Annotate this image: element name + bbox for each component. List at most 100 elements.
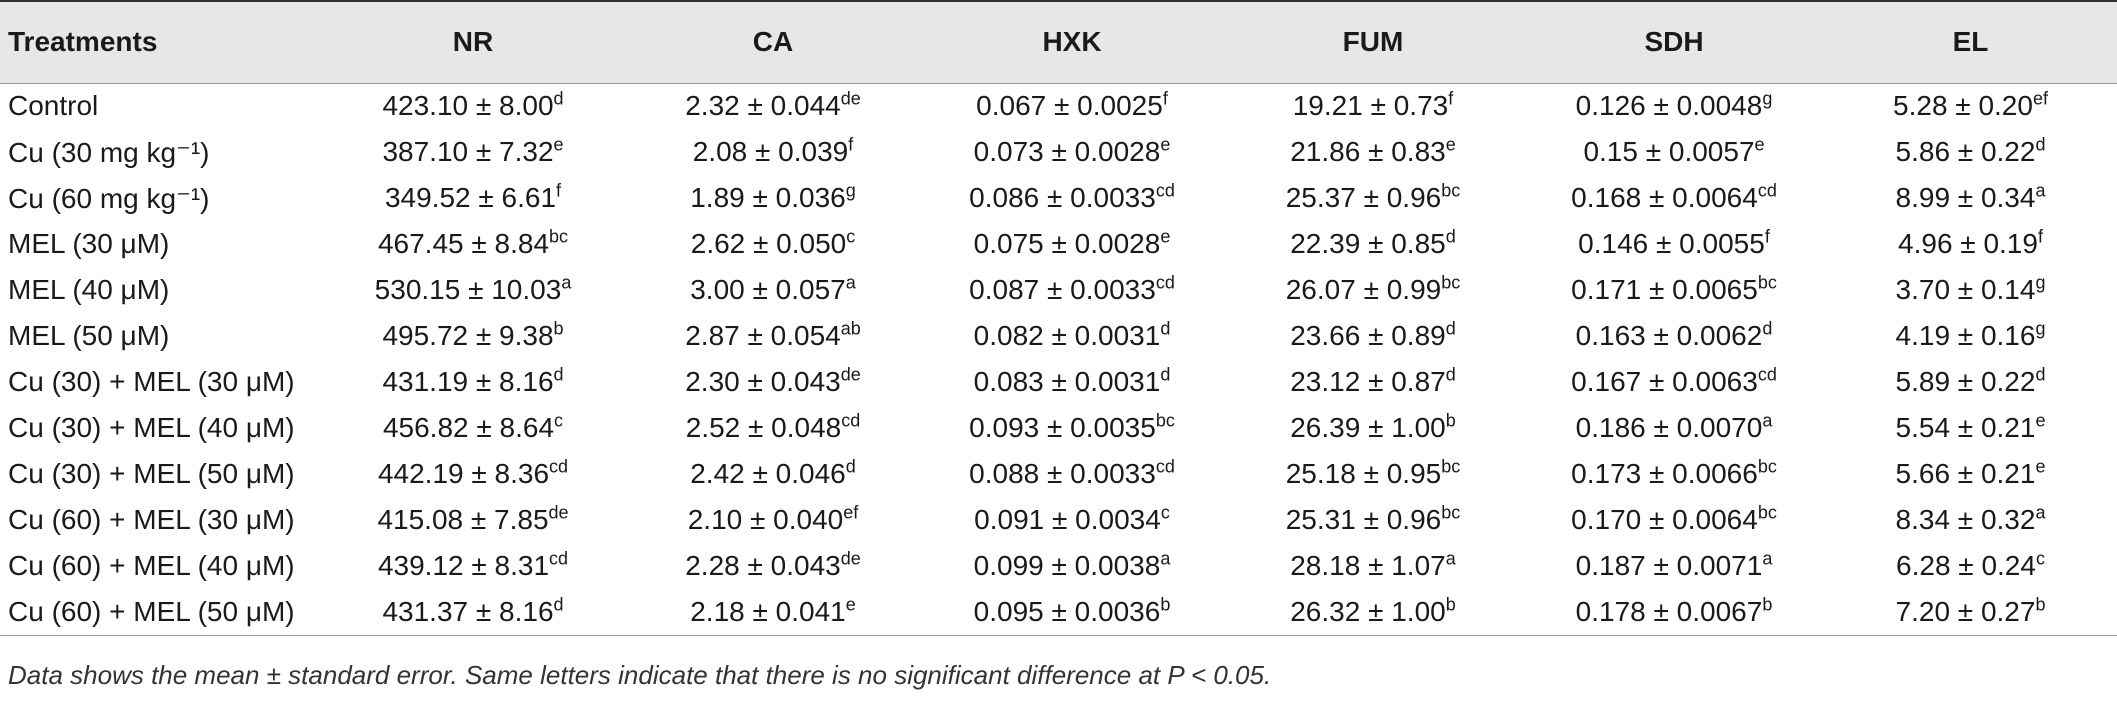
cell-value: 0.095 ± 0.0036: [973, 595, 1161, 627]
cell-value: 5.54 ± 0.21: [1895, 412, 2036, 443]
table-cell: 415.08 ± 7.85de: [322, 497, 624, 543]
table-cell: 0.168 ± 0.0064cd: [1524, 175, 1824, 221]
significance-letter: f: [1448, 88, 1454, 109]
significance-letter: cd: [1155, 180, 1175, 201]
significance-letter: cd: [1757, 180, 1777, 201]
cell-value: 0.099 ± 0.0038: [973, 550, 1161, 581]
significance-letter: a: [1762, 410, 1773, 431]
significance-letter: bc: [1441, 502, 1461, 523]
cell-value: 0.167 ± 0.0063: [1571, 366, 1758, 397]
significance-letter: a: [1762, 548, 1773, 569]
cell-value: 2.28 ± 0.043: [685, 550, 841, 581]
table-cell: 0.173 ± 0.0066bc: [1524, 451, 1824, 497]
table-cell: 349.52 ± 6.61f: [322, 175, 624, 221]
cell-value: 7.20 ± 0.27: [1895, 595, 2036, 627]
significance-letter: g: [1762, 88, 1773, 109]
significance-letter: b: [1445, 410, 1456, 431]
significance-letter: cd: [549, 548, 569, 569]
table-cell: 25.31 ± 0.96bc: [1222, 497, 1524, 543]
significance-letter: c: [554, 410, 564, 431]
table-cell: 2.62 ± 0.050c: [624, 221, 922, 267]
table-cell: 25.37 ± 0.96bc: [1222, 175, 1524, 221]
significance-letter: d: [845, 456, 856, 477]
cell-value: 5.89 ± 0.22: [1895, 366, 2036, 397]
cell-value: 5.86 ± 0.22: [1895, 136, 2036, 167]
cell-value: 21.86 ± 0.83: [1290, 136, 1446, 167]
table-cell: 0.067 ± 0.0025f: [922, 83, 1222, 129]
cell-value: 0.163 ± 0.0062: [1575, 320, 1763, 351]
data-table: Treatments NR CA HXK FUM SDH EL Control 4…: [0, 0, 2117, 636]
table-cell: 0.086 ± 0.0033cd: [922, 175, 1222, 221]
significance-letter: a: [1160, 548, 1171, 569]
table-cell: 23.66 ± 0.89d: [1222, 313, 1524, 359]
significance-letter: d: [2035, 134, 2046, 155]
significance-letter: cd: [841, 410, 861, 431]
significance-letter: c: [1160, 502, 1170, 523]
header-treatments: Treatments: [0, 0, 322, 84]
significance-letter: a: [1445, 548, 1456, 569]
table-cell: 1.89 ± 0.036g: [624, 175, 922, 221]
cell-value: 0.170 ± 0.0064: [1571, 504, 1758, 535]
table-row: Cu (30 mg kg⁻¹) 387.10 ± 7.32e 2.08 ± 0.03…: [0, 129, 2117, 175]
significance-letter: e: [1445, 134, 1456, 155]
cell-value: 0.093 ± 0.0035: [969, 412, 1156, 443]
cell-value: 19.21 ± 0.73: [1292, 90, 1449, 122]
significance-letter: d: [553, 88, 564, 109]
cell-value: 25.18 ± 0.95: [1285, 458, 1442, 489]
table-row: Cu (30) + MEL (50 μM) 442.19 ± 8.36cd 2.42…: [0, 451, 2117, 497]
cell-value: 23.12 ± 0.87: [1290, 366, 1446, 397]
significance-letter: a: [561, 272, 572, 293]
table-row: Cu (60) + MEL (50 μM) 431.37 ± 8.16d 2.18 …: [0, 589, 2117, 636]
table-cell: 387.10 ± 7.32e: [322, 129, 624, 175]
significance-letter: a: [2035, 502, 2046, 523]
cell-value: 25.31 ± 0.96: [1285, 504, 1442, 535]
cell-value: 5.28 ± 0.20: [1893, 90, 2033, 122]
significance-letter: a: [2035, 180, 2046, 201]
significance-letter: d: [553, 364, 564, 385]
significance-letter: a: [845, 272, 856, 293]
table-cell: 2.32 ± 0.044de: [624, 83, 922, 129]
table-cell: 7.20 ± 0.27b: [1824, 589, 2117, 636]
table-row: MEL (30 μM) 467.45 ± 8.84bc 2.62 ± 0.050c 0…: [0, 221, 2117, 267]
cell-value: 2.30 ± 0.043: [685, 366, 841, 397]
cell-value: 0.083 ± 0.0031: [973, 366, 1161, 397]
table-cell: 4.96 ± 0.19f: [1824, 221, 2117, 267]
significance-letter: d: [1445, 364, 1456, 385]
cell-value: 2.52 ± 0.048: [685, 412, 842, 443]
significance-letter: e: [1754, 134, 1765, 155]
table-cell: 2.08 ± 0.039f: [624, 129, 922, 175]
table-cell: 2.18 ± 0.041e: [624, 589, 922, 636]
table-cell: 25.18 ± 0.95bc: [1222, 451, 1524, 497]
significance-letter: e: [553, 134, 564, 155]
table-cell: 495.72 ± 9.38b: [322, 313, 624, 359]
significance-letter: f: [2037, 226, 2043, 247]
table-row: Cu (60 mg kg⁻¹) 349.52 ± 6.61f 1.89 ± 0.03…: [0, 175, 2117, 221]
cell-value: 0.168 ± 0.0064: [1571, 182, 1758, 213]
cell-value: 0.187 ± 0.0071: [1575, 550, 1763, 581]
cell-value: 8.34 ± 0.32: [1895, 504, 2036, 535]
significance-letter: bc: [1155, 410, 1175, 431]
table-cell: 0.082 ± 0.0031d: [922, 313, 1222, 359]
table-cell: 26.39 ± 1.00b: [1222, 405, 1524, 451]
table-cell: 3.00 ± 0.057a: [624, 267, 922, 313]
table-cell: 2.30 ± 0.043de: [624, 359, 922, 405]
cell-value: 2.32 ± 0.044: [685, 90, 841, 122]
table-footnote: Data shows the mean ± standard error. Sa…: [8, 660, 1272, 690]
header-row: Treatments NR CA HXK FUM SDH EL: [0, 0, 2117, 84]
cell-value: 0.171 ± 0.0065: [1571, 274, 1758, 305]
table-cell: 0.171 ± 0.0065bc: [1524, 267, 1824, 313]
table-cell: 26.32 ± 1.00b: [1222, 589, 1524, 636]
table-cell: 0.170 ± 0.0064bc: [1524, 497, 1824, 543]
table-cell: 0.186 ± 0.0070a: [1524, 405, 1824, 451]
significance-letter: b: [1445, 594, 1456, 615]
row-label: Control: [8, 90, 99, 122]
cell-value: 0.082 ± 0.0031: [973, 320, 1161, 351]
row-label: Cu (30) + MEL (50 μM): [8, 458, 295, 489]
significance-letter: f: [1162, 88, 1168, 109]
cell-value: 0.126 ± 0.0048: [1575, 90, 1763, 122]
table-cell: 0.163 ± 0.0062d: [1524, 313, 1824, 359]
table-row: MEL (40 μM) 530.15 ± 10.03a 3.00 ± 0.057a 0…: [0, 267, 2117, 313]
table-cell: 5.89 ± 0.22d: [1824, 359, 2117, 405]
table-cell: 2.87 ± 0.054ab: [624, 313, 922, 359]
cell-value: 2.87 ± 0.054: [685, 320, 841, 351]
